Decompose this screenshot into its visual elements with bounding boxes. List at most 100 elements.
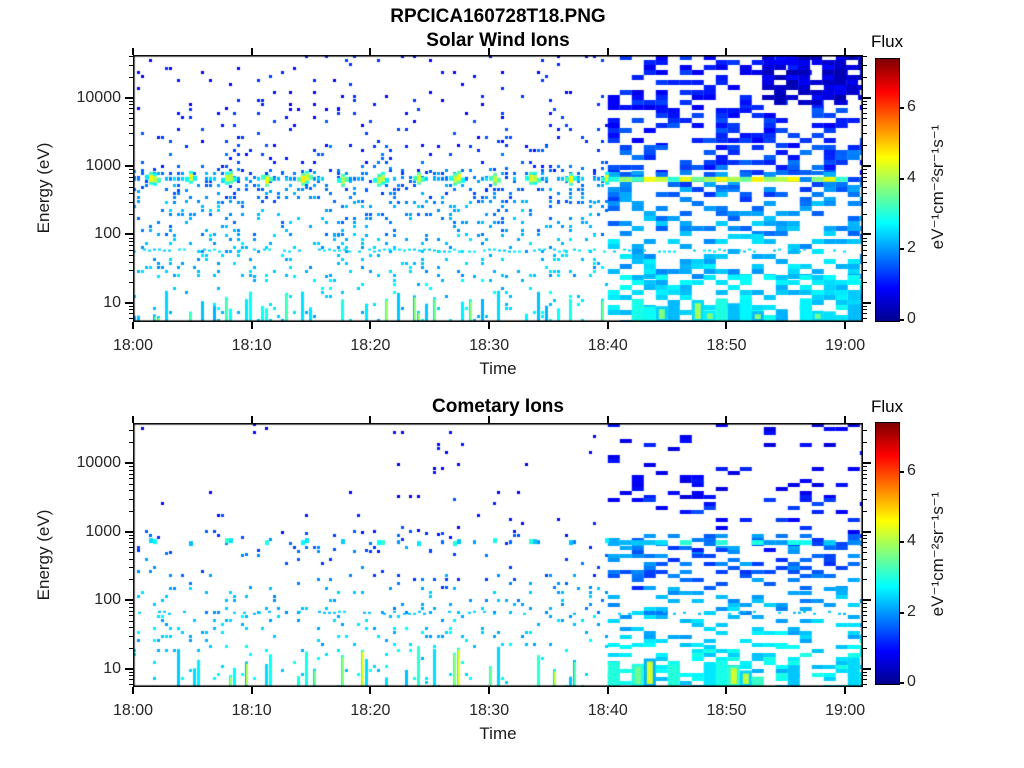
y-minor-tick-mark bbox=[129, 442, 133, 444]
x-tick-mark bbox=[844, 322, 847, 329]
y-minor-tick-mark bbox=[863, 675, 867, 677]
y-minor-tick-mark bbox=[129, 64, 133, 66]
y-minor-tick-mark bbox=[863, 213, 867, 215]
y-minor-tick-mark bbox=[129, 469, 133, 471]
y-minor-tick-mark bbox=[129, 282, 133, 284]
y-minor-tick-mark bbox=[129, 603, 133, 605]
y-minor-tick-mark bbox=[129, 546, 133, 548]
colorbar-tick-mark bbox=[900, 177, 904, 180]
y-tick-mark bbox=[863, 301, 871, 304]
x-tick-mark bbox=[250, 48, 253, 55]
x-tick-label: 18:50 bbox=[706, 337, 747, 354]
colorbar2-label: Flux bbox=[871, 397, 904, 416]
x-tick-label: 19:00 bbox=[825, 702, 866, 719]
colorbar-1 bbox=[875, 58, 900, 322]
y-minor-tick-mark bbox=[129, 679, 133, 681]
y-minor-tick-mark bbox=[129, 305, 133, 307]
y-minor-tick-mark bbox=[863, 100, 867, 102]
colorbar-tick-mark bbox=[900, 682, 904, 684]
y-tick-mark bbox=[125, 667, 133, 670]
x-tick-mark bbox=[369, 687, 372, 694]
y-minor-tick-mark bbox=[129, 635, 133, 637]
y-minor-tick-mark bbox=[129, 249, 133, 251]
colorbar-tick-label: 4 bbox=[907, 168, 916, 186]
y-minor-tick-mark bbox=[129, 615, 133, 617]
y-minor-tick-mark bbox=[863, 186, 867, 188]
y-minor-tick-mark bbox=[129, 610, 133, 612]
y-minor-tick-mark bbox=[129, 241, 133, 243]
y-minor-tick-mark bbox=[863, 683, 867, 685]
panel2-title: Cometary Ions bbox=[432, 396, 564, 417]
y-minor-tick-mark bbox=[129, 254, 133, 256]
y-minor-tick-mark bbox=[863, 473, 867, 475]
y-minor-tick-mark bbox=[129, 313, 133, 315]
x-tick-mark bbox=[132, 416, 134, 423]
y-tick-mark bbox=[125, 530, 133, 533]
x-tick-label: 18:40 bbox=[587, 702, 628, 719]
x-tick-label: 18:00 bbox=[112, 702, 154, 719]
y-minor-tick-mark bbox=[129, 100, 133, 102]
y-minor-tick-mark bbox=[863, 510, 867, 512]
y-minor-tick-mark bbox=[129, 683, 133, 685]
x-tick-label: 18:00 bbox=[112, 337, 154, 354]
y-minor-tick-mark bbox=[129, 542, 133, 544]
y-minor-tick-mark bbox=[863, 108, 867, 110]
y-minor-tick-mark bbox=[129, 483, 133, 485]
y-tick-mark bbox=[125, 233, 133, 236]
y-minor-tick-mark bbox=[129, 77, 133, 79]
x-tick-mark bbox=[369, 322, 372, 329]
x-tick-mark bbox=[132, 322, 134, 329]
x-tick-mark bbox=[725, 416, 728, 423]
x-tick-label: 18:40 bbox=[587, 337, 628, 354]
y-minor-tick-mark bbox=[129, 118, 133, 120]
y-minor-tick-mark bbox=[129, 317, 133, 319]
y-minor-tick-mark bbox=[863, 181, 867, 183]
y-minor-tick-mark bbox=[863, 647, 867, 649]
y-minor-tick-mark bbox=[863, 77, 867, 79]
y-minor-tick-mark bbox=[863, 118, 867, 120]
y-minor-tick-mark bbox=[863, 133, 867, 135]
y-minor-tick-mark bbox=[863, 104, 867, 106]
panel2-xlabel: Time bbox=[479, 724, 517, 743]
x-tick-label: 18:20 bbox=[350, 337, 391, 354]
colorbar-tick-mark bbox=[900, 107, 904, 110]
y-minor-tick-mark bbox=[129, 245, 133, 246]
y-minor-tick-mark bbox=[863, 483, 867, 485]
panel2-ylabel: Energy (eV) bbox=[34, 509, 53, 601]
colorbar-tick-label: 2 bbox=[907, 602, 916, 620]
y-tick-label: 1000 bbox=[85, 522, 121, 540]
y-minor-tick-mark bbox=[863, 671, 867, 673]
y-minor-tick-mark bbox=[863, 538, 867, 540]
y-minor-tick-mark bbox=[863, 567, 867, 569]
panel1-ylabel: Energy (eV) bbox=[34, 142, 53, 234]
y-minor-tick-mark bbox=[129, 534, 133, 536]
x-tick-label: 18:30 bbox=[469, 702, 510, 719]
x-tick-mark bbox=[132, 48, 134, 55]
y-minor-tick-mark bbox=[129, 112, 133, 114]
y-minor-tick-mark bbox=[129, 567, 133, 569]
y-tick-mark bbox=[863, 165, 871, 168]
y-minor-tick-mark bbox=[129, 124, 133, 126]
y-tick-mark bbox=[125, 301, 133, 304]
y-minor-tick-mark bbox=[129, 56, 133, 58]
x-tick-mark bbox=[488, 416, 491, 423]
y-minor-tick-mark bbox=[129, 579, 133, 581]
y-minor-tick-mark bbox=[863, 193, 867, 195]
y-minor-tick-mark bbox=[129, 647, 133, 649]
y-minor-tick-mark bbox=[863, 534, 867, 536]
y-minor-tick-mark bbox=[129, 176, 133, 178]
y-minor-tick-mark bbox=[863, 124, 867, 126]
y-tick-label: 10000 bbox=[76, 454, 122, 472]
y-minor-tick-mark bbox=[863, 546, 867, 548]
y-minor-tick-mark bbox=[129, 172, 133, 174]
x-tick-mark bbox=[725, 687, 728, 694]
colorbar-tick-mark bbox=[900, 611, 904, 614]
y-minor-tick-mark bbox=[863, 176, 867, 178]
y-minor-tick-mark bbox=[129, 606, 133, 608]
colorbar-tick-mark bbox=[900, 319, 904, 321]
panel1-title: Solar Wind Ions bbox=[426, 30, 570, 51]
y-minor-tick-mark bbox=[863, 305, 867, 307]
colorbar-2 bbox=[875, 422, 900, 685]
y-minor-tick-mark bbox=[129, 675, 133, 677]
